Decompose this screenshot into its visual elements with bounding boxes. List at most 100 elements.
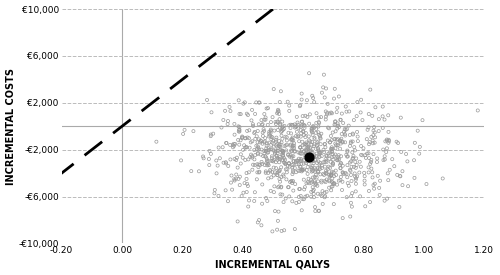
Point <box>316 134 324 138</box>
Point <box>276 144 283 149</box>
Point <box>290 188 298 193</box>
Point <box>255 100 263 105</box>
Point <box>241 136 249 141</box>
Point <box>304 115 312 119</box>
Point <box>292 170 300 174</box>
Point <box>268 159 276 163</box>
Point <box>328 138 336 142</box>
Point <box>269 159 277 164</box>
Point <box>274 151 281 155</box>
Point <box>337 175 345 179</box>
Point <box>318 178 326 183</box>
Point <box>272 153 280 158</box>
Point <box>264 163 272 167</box>
Point <box>316 150 324 155</box>
Point <box>365 142 373 146</box>
Point <box>278 126 286 131</box>
Point <box>274 108 282 112</box>
Point <box>312 173 320 177</box>
Point <box>236 112 244 116</box>
Point <box>331 87 339 91</box>
Point <box>326 156 334 161</box>
Point <box>278 140 285 145</box>
Point <box>277 130 285 134</box>
Point <box>338 216 346 220</box>
Point <box>379 126 387 130</box>
Point <box>276 100 284 104</box>
Point <box>212 171 220 175</box>
Point <box>304 152 312 156</box>
Point <box>304 147 312 151</box>
Point <box>288 163 296 167</box>
Point <box>278 129 286 133</box>
Point <box>302 168 310 172</box>
Point <box>328 180 336 185</box>
Point <box>316 161 324 165</box>
Point <box>280 172 287 177</box>
Point <box>349 156 357 160</box>
Point <box>310 154 318 158</box>
Point <box>311 181 319 185</box>
Point <box>260 129 268 133</box>
Point <box>290 159 298 164</box>
Point <box>264 163 272 167</box>
Point <box>366 162 374 166</box>
Point <box>302 140 310 145</box>
Point <box>234 98 242 103</box>
Point <box>221 109 229 113</box>
Point <box>310 144 318 148</box>
Point <box>328 171 336 176</box>
Point <box>296 104 304 108</box>
Point <box>262 169 270 174</box>
Point <box>313 144 321 148</box>
Point <box>268 135 276 139</box>
Point <box>278 158 286 163</box>
Point <box>320 160 328 164</box>
Point <box>320 172 328 176</box>
Point <box>248 139 256 144</box>
Point <box>300 167 308 172</box>
Point <box>304 142 312 147</box>
Point <box>311 175 319 179</box>
Point <box>284 163 292 168</box>
Point <box>356 194 364 199</box>
Point <box>308 140 316 144</box>
Point <box>288 199 296 204</box>
Point <box>229 145 237 150</box>
Point <box>356 110 364 115</box>
Point <box>373 156 381 161</box>
Point <box>295 200 303 204</box>
Point <box>288 123 296 127</box>
Point <box>308 169 316 174</box>
Point <box>300 158 308 162</box>
Point <box>410 158 418 163</box>
Point <box>265 134 273 139</box>
Point <box>344 181 351 185</box>
Point <box>302 159 310 163</box>
Point <box>268 156 276 160</box>
Point <box>282 148 290 153</box>
Point <box>244 204 252 209</box>
Point <box>315 115 323 120</box>
Point <box>360 178 368 183</box>
Point <box>260 127 268 131</box>
Point <box>242 145 250 149</box>
Point <box>314 120 322 124</box>
Point <box>278 148 286 153</box>
Point <box>280 124 288 128</box>
Point <box>310 136 318 140</box>
Point <box>226 143 234 147</box>
Point <box>180 128 188 132</box>
Point <box>254 165 262 169</box>
Point <box>321 194 329 198</box>
Point <box>296 145 304 150</box>
Point <box>318 163 326 168</box>
Point <box>286 153 294 157</box>
Point <box>236 183 244 187</box>
Point <box>363 152 371 156</box>
Point <box>264 106 272 110</box>
Point <box>234 138 242 142</box>
Point <box>322 171 330 175</box>
Point <box>254 145 262 150</box>
Point <box>242 190 250 194</box>
